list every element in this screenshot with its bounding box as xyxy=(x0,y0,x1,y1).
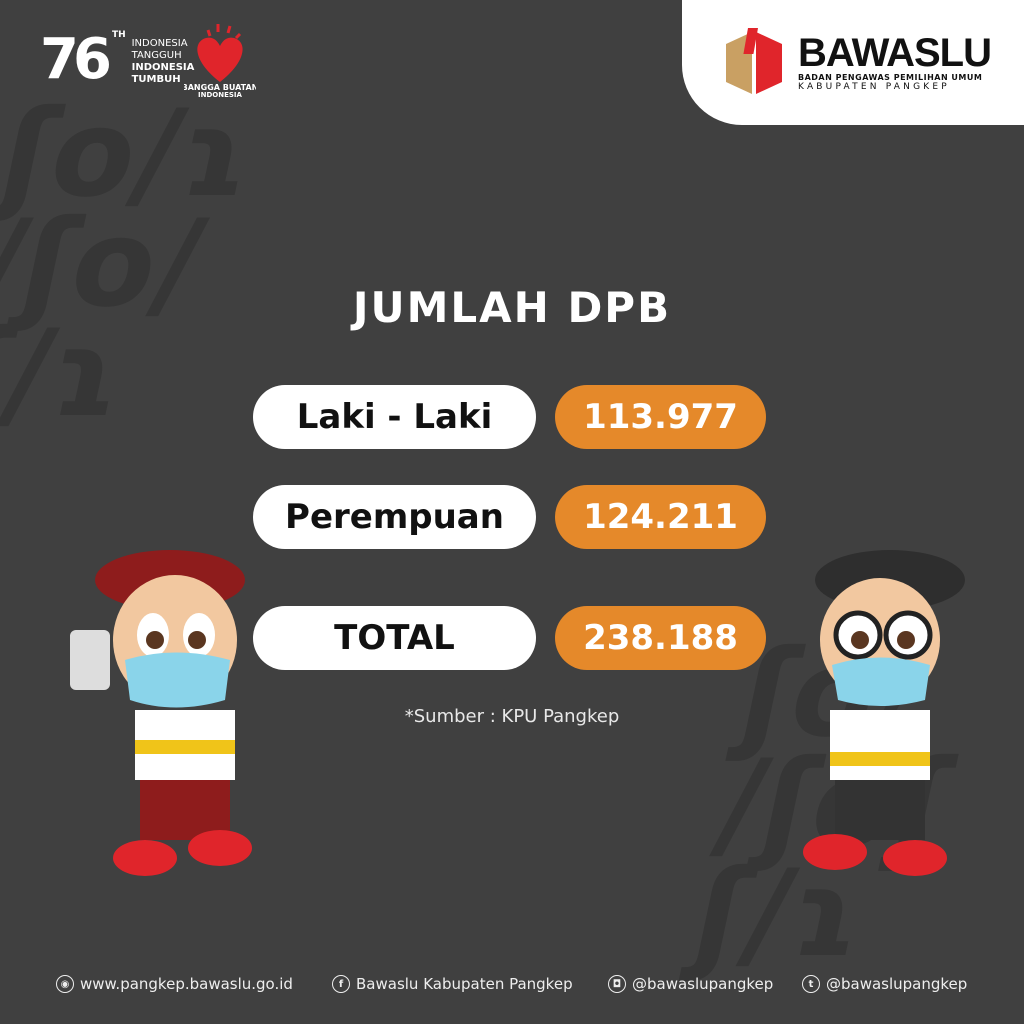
anniversary-number: 76 xyxy=(40,27,112,92)
source-note: *Sumber : KPU Pangkep xyxy=(404,706,620,727)
page-title: JUMLAH DPB xyxy=(352,283,672,332)
value-total: 238.188 xyxy=(555,606,766,670)
value-perempuan: 124.211 xyxy=(555,485,766,549)
male-mascot-illustration xyxy=(803,550,965,876)
tagline: INDONESIA TANGGUH INDONESIA TUMBUH xyxy=(132,38,195,86)
anniversary-suffix: TH xyxy=(111,30,126,40)
facebook-text: Bawaslu Kabupaten Pangkep xyxy=(356,975,573,993)
tagline-line: INDONESIA xyxy=(131,38,188,49)
tagline-line: INDONESIA xyxy=(131,62,195,73)
instagram-icon: ◘ xyxy=(608,975,626,993)
svg-text:INDONESIA: INDONESIA xyxy=(198,91,243,98)
footer-facebook-link[interactable]: f Bawaslu Kabupaten Pangkep xyxy=(332,975,573,993)
org-name: BAWASLU xyxy=(798,31,992,75)
twitter-icon: t xyxy=(802,975,820,993)
footer-twitter-link[interactable]: t @bawaslupangkep xyxy=(802,975,967,993)
twitter-text: @bawaslupangkep xyxy=(826,975,968,993)
org-region: KABUPATEN PANGKEP xyxy=(798,82,950,92)
label-laki-laki: Laki - Laki xyxy=(253,385,536,449)
female-mascot-illustration xyxy=(70,550,252,876)
bawaslu-emblem-icon xyxy=(726,27,782,94)
website-text: www.pangkep.bawaslu.go.id xyxy=(80,975,293,993)
instagram-text: @bawaslupangkep xyxy=(632,975,774,993)
svg-text:BANGGA BUATAN: BANGGA BUATAN xyxy=(184,83,256,92)
footer-website-link[interactable]: ◉ www.pangkep.bawaslu.go.id xyxy=(56,975,293,993)
bangga-buatan-indonesia-logo: BANGGA BUATAN INDONESIA xyxy=(184,24,256,98)
tagline-line: TANGGUH xyxy=(131,50,182,61)
label-total: TOTAL xyxy=(253,606,536,670)
rss-icon: ◉ xyxy=(56,975,74,993)
facebook-icon: f xyxy=(332,975,350,993)
footer-instagram-link[interactable]: ◘ @bawaslupangkep xyxy=(608,975,773,993)
anniversary-logo: 76 TH INDONESIA TANGGUH INDONESIA TUMBUH xyxy=(40,30,194,90)
label-perempuan: Perempuan xyxy=(253,485,536,549)
background-pattern: ʃo/ɿ/ʃo/ʃ/ɿ xyxy=(0,85,266,444)
value-laki-laki: 113.977 xyxy=(555,385,766,449)
tagline-line: TUMBUH xyxy=(131,74,181,85)
org-subtitle: BADAN PENGAWAS PEMILIHAN UMUM xyxy=(798,73,983,82)
bawaslu-logo-panel: BAWASLU BADAN PENGAWAS PEMILIHAN UMUM KA… xyxy=(682,0,1024,125)
